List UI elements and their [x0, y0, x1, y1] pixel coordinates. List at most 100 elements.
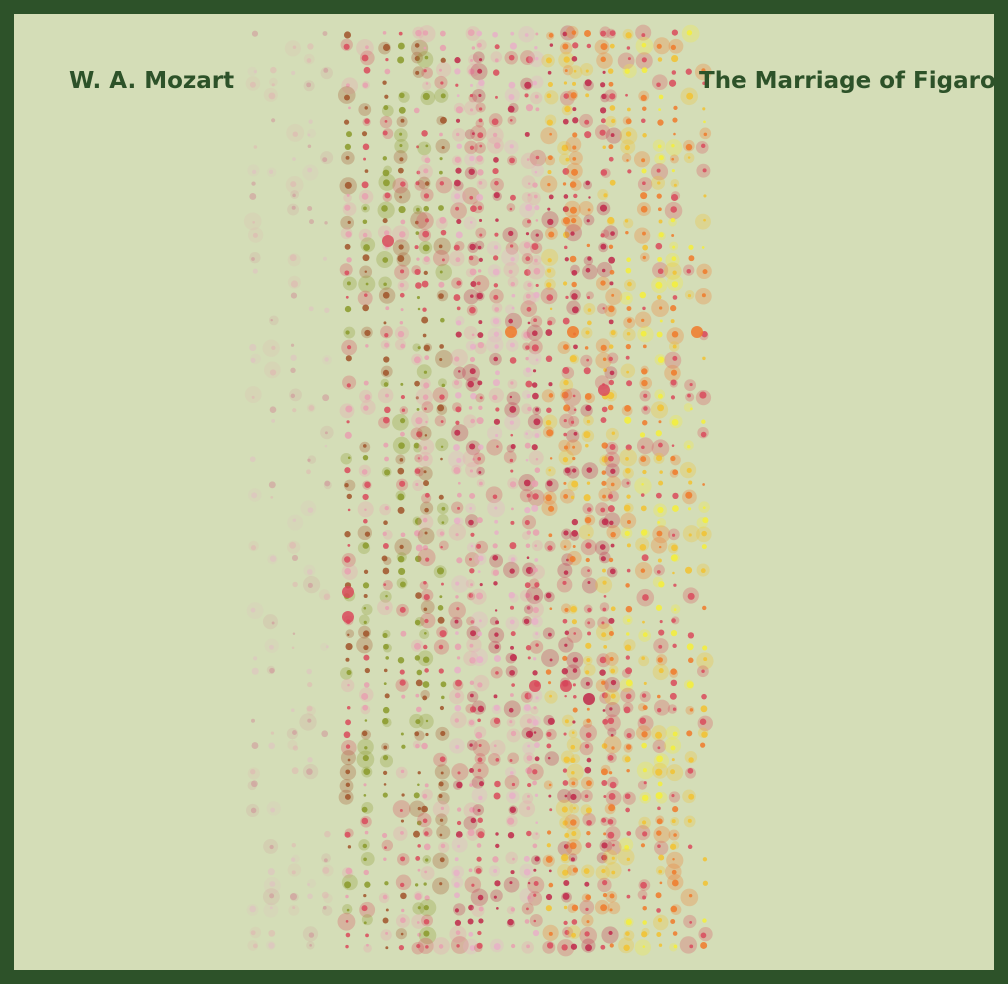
note-dot	[439, 357, 443, 362]
note-halo	[264, 638, 279, 653]
note-dot	[306, 58, 312, 63]
note-halo	[634, 939, 651, 956]
note-dot	[610, 482, 615, 487]
note-dot	[496, 907, 499, 910]
note-dot	[469, 145, 475, 150]
note-dot	[584, 131, 592, 139]
note-dot	[269, 644, 274, 650]
note-dot	[454, 718, 460, 723]
note-dot	[399, 480, 406, 487]
note-dot	[671, 143, 675, 148]
note-halo	[287, 275, 301, 289]
note-halo	[525, 586, 544, 605]
note-dot	[415, 220, 419, 225]
note-dot	[478, 781, 484, 787]
note-dot	[626, 107, 631, 112]
note-dot	[572, 107, 577, 112]
note-dot	[399, 231, 406, 238]
note-dot	[642, 244, 649, 251]
note-halo	[472, 739, 491, 757]
note-dot	[493, 192, 500, 199]
note-dot	[492, 317, 500, 325]
note-dot	[548, 33, 554, 38]
note-dot	[417, 906, 421, 910]
note-dot	[584, 346, 589, 350]
note-dot	[600, 118, 606, 124]
note-dot	[686, 643, 694, 651]
note-dot	[455, 930, 461, 935]
note-halo	[560, 539, 572, 551]
note-dot	[657, 657, 663, 663]
note-dot	[455, 132, 460, 137]
note-dot	[525, 345, 530, 350]
note-halo	[617, 52, 635, 70]
note-dot	[607, 819, 614, 825]
note-dot	[469, 657, 476, 664]
note-dot	[455, 679, 462, 687]
note-dot	[672, 270, 677, 275]
note-dot	[533, 881, 539, 886]
note-dot	[347, 508, 351, 512]
note-dot	[659, 319, 663, 323]
note-dot	[440, 445, 444, 449]
note-dot	[493, 294, 499, 300]
note-dot	[364, 481, 371, 488]
note-dot	[476, 155, 483, 162]
note-dot	[587, 631, 592, 636]
note-dot	[546, 480, 553, 487]
note-halo	[623, 218, 634, 229]
note-dot	[599, 107, 607, 114]
note-dot	[525, 204, 533, 212]
note-halo	[683, 402, 693, 412]
note-dot	[686, 92, 694, 100]
note-dot	[687, 393, 691, 398]
note-dot	[609, 943, 614, 948]
note-halo	[356, 636, 373, 654]
note-dot	[476, 656, 484, 664]
note-dot	[659, 620, 663, 624]
note-dot	[509, 42, 517, 50]
note-halo	[248, 227, 264, 243]
note-halo	[580, 566, 593, 578]
note-dot	[384, 342, 390, 348]
note-dot	[270, 495, 274, 499]
note-dot	[471, 46, 476, 50]
note-halo	[287, 203, 300, 216]
note-dot	[439, 882, 443, 886]
note-dot	[641, 483, 644, 486]
note-halo	[393, 150, 408, 165]
note-dot	[424, 492, 430, 498]
note-dot	[425, 82, 429, 85]
note-halo	[504, 312, 523, 330]
note-halo	[560, 25, 576, 41]
note-dot	[476, 517, 483, 524]
note-dot	[416, 820, 422, 826]
note-dot	[397, 467, 405, 475]
note-dot	[477, 718, 481, 723]
note-dot	[534, 94, 539, 99]
note-dot	[569, 355, 577, 363]
note-dot	[672, 806, 679, 813]
note-halo	[358, 614, 370, 626]
note-dot	[509, 792, 516, 800]
note-dot	[585, 267, 591, 273]
note-dot	[397, 555, 405, 563]
note-dot	[384, 333, 389, 338]
note-dot	[507, 831, 515, 839]
note-dot	[572, 867, 579, 873]
note-dot	[608, 804, 616, 812]
note-dot	[292, 131, 298, 137]
note-dot	[470, 205, 477, 213]
note-dot	[607, 68, 614, 74]
note-dot	[414, 468, 421, 474]
note-dot	[571, 518, 579, 526]
note-halo	[653, 564, 665, 576]
note-dot	[586, 780, 592, 787]
note-dot	[545, 355, 553, 363]
note-halo	[320, 151, 334, 165]
note-dot	[343, 119, 350, 125]
note-dot	[602, 568, 606, 573]
note-dot	[671, 157, 675, 161]
note-halo	[520, 152, 538, 169]
note-dot	[571, 306, 579, 314]
